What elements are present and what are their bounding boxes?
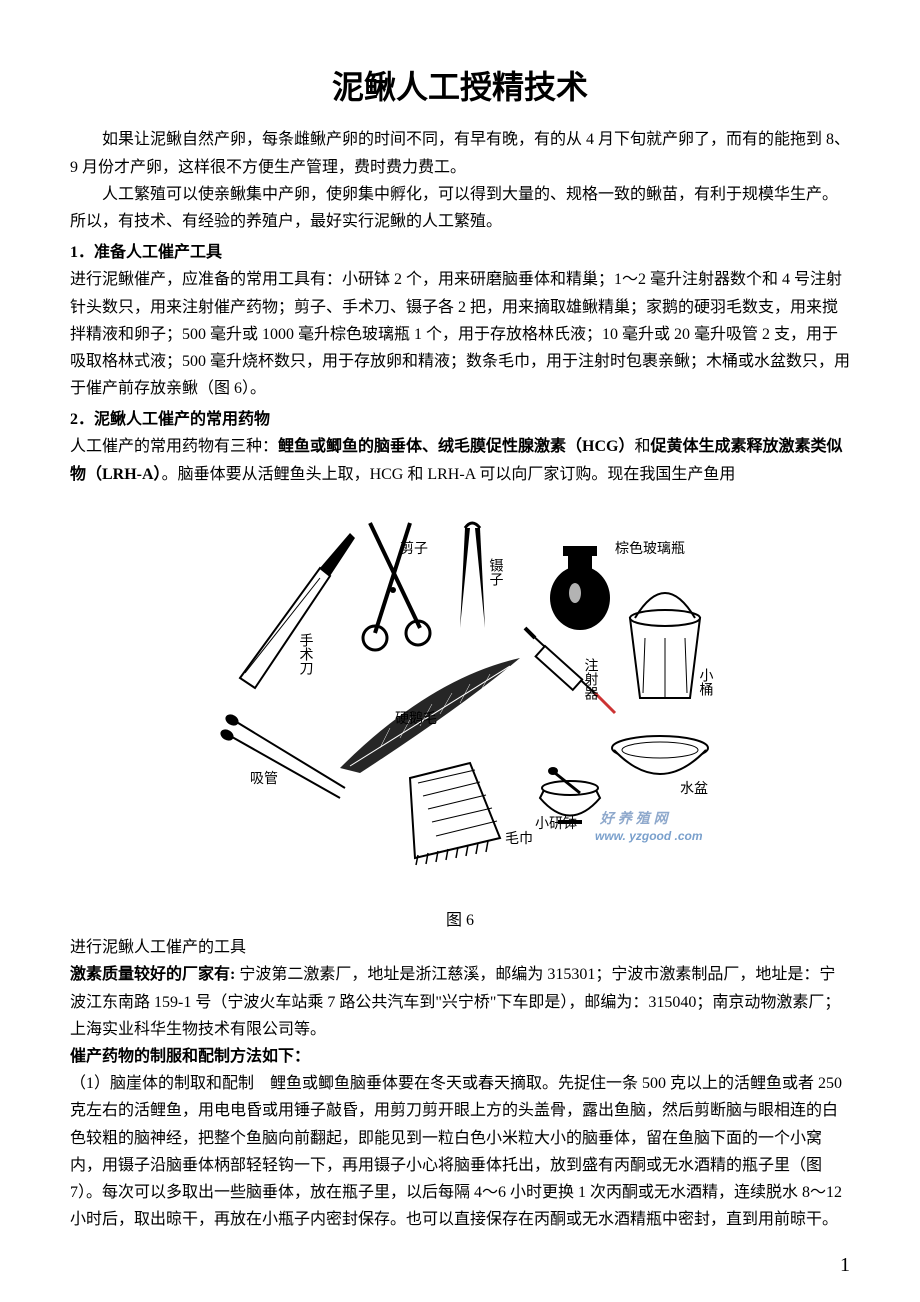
mortar-icon xyxy=(540,767,600,824)
basin-icon xyxy=(612,736,708,774)
scissors-label: 剪子 xyxy=(400,541,428,557)
basin-label: 水盆 xyxy=(680,781,708,797)
tweezers-label: 镊子 xyxy=(488,558,504,586)
factories-bold: 激素质量较好的厂家有: xyxy=(70,966,235,983)
bucket-label: 小桶 xyxy=(698,668,714,696)
page-number: 1 xyxy=(840,1248,850,1282)
method-body: （1）脑崖体的制取和配制 鲤鱼或鲫鱼脑垂体要在冬天或春天摘取。先捉住一条 500… xyxy=(70,1070,850,1233)
towel-icon xyxy=(410,763,500,865)
figure-subcaption: 进行泥鳅人工催产的工具 xyxy=(70,934,850,961)
section-1-head: 1．准备人工催产工具 xyxy=(70,239,850,266)
bottle-icon xyxy=(550,546,610,630)
section-1-body: 进行泥鳅催产，应准备的常用工具有：小研钵 2 个，用来研磨脑垂体和精巢；1～2 … xyxy=(70,266,850,402)
s2-bold1: 鲤鱼或鲫鱼的脑垂体、绒毛膜促性腺激素（HCG） xyxy=(278,438,634,455)
tweezers-icon xyxy=(460,523,485,628)
syringe-label: 注射器 xyxy=(583,658,599,700)
s2-post: 。脑垂体要从活鲤鱼头上取，HCG 和 LRH-A 可以向厂家订购。现在我国生产鱼… xyxy=(162,466,736,483)
feather-label: 硬鹅毛 xyxy=(395,710,437,727)
svg-text:好 养 殖 网: 好 养 殖 网 xyxy=(599,810,670,826)
bottle-label: 棕色玻璃瓶 xyxy=(615,540,685,557)
scalpel-label: 手术刀 xyxy=(298,633,314,676)
intro-para-1: 如果让泥鳅自然产卵，每条雌鳅产卵的时间不同，有早有晚，有的从 4 月下旬就产卵了… xyxy=(70,126,850,180)
section-2-head: 2．泥鳅人工催产的常用药物 xyxy=(70,406,850,433)
factories-para: 激素质量较好的厂家有: 宁波第二激素厂，地址是浙江慈溪，邮编为 315301；宁… xyxy=(70,961,850,1043)
page-title: 泥鳅人工授精技术 xyxy=(70,60,850,114)
section-2-body: 人工催产的常用药物有三种：鲤鱼或鲫鱼的脑垂体、绒毛膜促性腺激素（HCG）和促黄体… xyxy=(70,433,850,487)
watermark-icon: 好 养 殖 网 www. yzgood .com xyxy=(595,810,703,843)
svg-text:www. yzgood .com: www. yzgood .com xyxy=(595,829,703,843)
bucket-icon xyxy=(630,593,700,698)
syringe-icon xyxy=(525,628,615,713)
pipette-icon xyxy=(218,712,345,798)
mortar-label: 小研钵 xyxy=(535,816,577,832)
intro-para-2: 人工繁殖可以使亲鳅集中产卵，使卵集中孵化，可以得到大量的、规格一致的鳅苗，有利于… xyxy=(70,181,850,235)
figure-caption: 图 6 xyxy=(70,907,850,934)
s2-mid: 和 xyxy=(634,438,650,455)
towel-label: 毛巾 xyxy=(505,831,533,847)
method-head: 催产药物的制服和配制方法如下： xyxy=(70,1043,850,1070)
s2-pre: 人工催产的常用药物有三种： xyxy=(70,438,278,455)
figure-6: 手术刀 剪子 镊子 棕色玻璃瓶 注射器 小桶 xyxy=(70,498,850,877)
pipette-label: 吸管 xyxy=(250,771,278,787)
